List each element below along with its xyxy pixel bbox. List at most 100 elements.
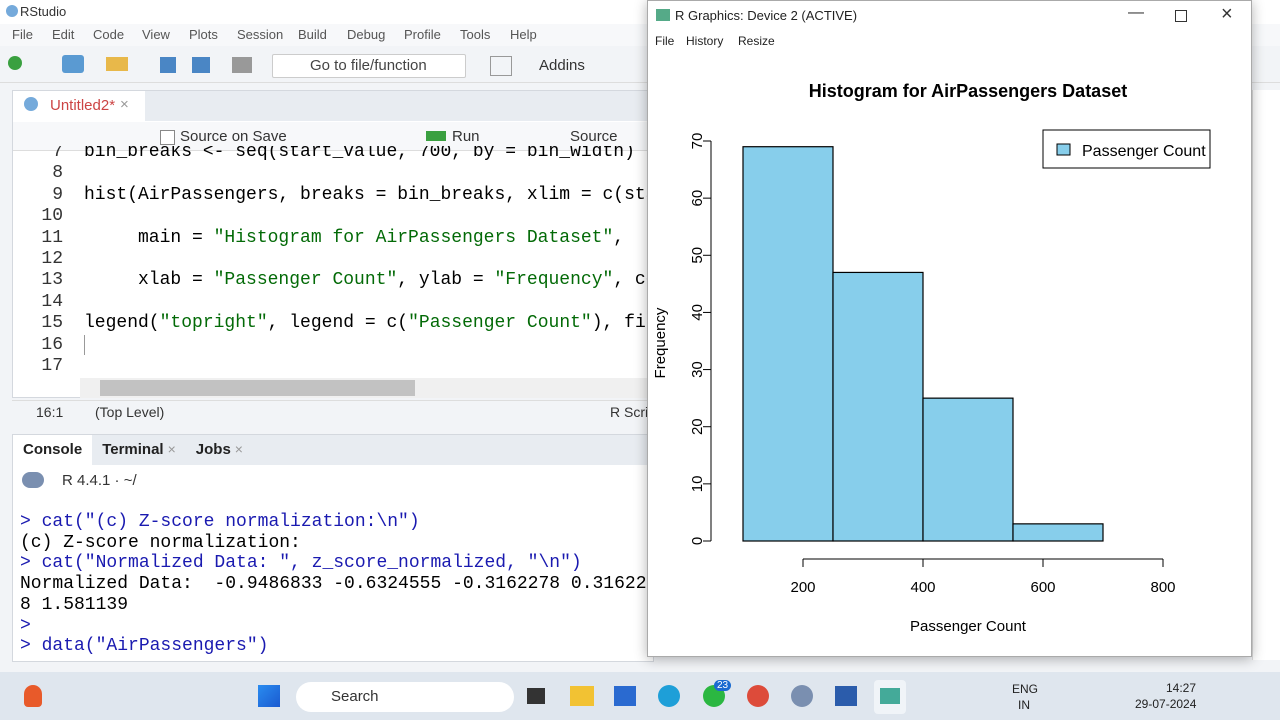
file-type[interactable]: R Scri [610,404,649,420]
language[interactable]: ENG [1012,682,1039,696]
console-tab[interactable]: Jobs × [186,435,253,465]
minimize-button[interactable]: — [1128,4,1144,21]
menu-item[interactable]: Plots [189,27,218,42]
console-tab[interactable]: Console [13,435,93,465]
menu-item[interactable]: Edit [52,27,75,42]
source-button[interactable]: Source [570,128,618,145]
edge-icon[interactable] [658,685,680,707]
tab-close[interactable]: × [120,96,129,113]
menu-item[interactable]: Help [510,27,537,42]
addins-button[interactable]: Addins [539,57,585,74]
notification-badge: 23 [714,680,732,691]
app-title: RStudio [20,4,67,19]
menu-item[interactable]: Profile [404,27,441,42]
line-number: 11 [41,227,63,248]
bar [922,397,1014,542]
y-tick-label: 50 [689,247,706,264]
code-string: "Passenger Count" [408,313,592,334]
taskview-icon[interactable] [527,688,545,704]
x-tick-label: 400 [910,579,935,596]
line-number: 13 [41,270,63,291]
menu-item[interactable]: Session [237,27,284,42]
x-tick-label: 800 [1150,579,1175,596]
r-logo [22,472,44,488]
legend-label: Passenger Count [1082,143,1206,160]
tab-close[interactable]: × [167,441,176,457]
goto-text: Go to file/function [310,57,427,74]
start-button[interactable] [258,685,280,707]
line-number: 12 [41,249,63,269]
y-tick-label: 60 [689,190,706,207]
console-tab-label[interactable]: Jobs [195,441,231,458]
tab-close[interactable]: × [234,441,243,457]
r-file-icon [24,97,38,111]
code-line: bin_breaks <- seq(start_value, 700, by =… [84,146,635,162]
console-line: (c) Z-score normalization: [20,532,301,553]
x-axis-label: Passenger Count [910,618,1027,635]
cursor [84,335,85,355]
y-tick-label: 70 [689,133,706,150]
bar [742,146,834,542]
scope[interactable]: (Top Level) [95,404,165,420]
console-tab-label[interactable]: Terminal [102,441,164,458]
goto-box[interactable] [272,54,466,78]
source-on-save-checkbox[interactable] [160,130,175,145]
console-tab[interactable]: Terminal × [92,435,186,465]
menu-item[interactable]: File [12,27,33,42]
code-line: hist(AirPassengers, breaks = bin_breaks,… [84,185,653,205]
region[interactable]: IN [1018,698,1030,712]
console-output: > cat("(c) Z-score normalization:\n") (c)… [20,512,650,660]
console-tab-label[interactable]: Console [23,441,83,458]
new-file-button[interactable] [8,56,22,70]
code-area: 7 bin_breaks <- seq(start_value, 700, by … [13,146,653,376]
line-number: 8 [52,163,63,184]
chart: Histogram for AirPassengers Dataset Passe… [652,81,1211,635]
close-button[interactable]: × [1221,3,1233,25]
r-version: R 4.4.1 · ~/ [62,472,137,489]
chrome-icon[interactable] [747,685,769,707]
console-line: 8 1.581139 [20,594,129,615]
window-icon [656,9,670,21]
taskbar-widget[interactable] [24,685,42,707]
maximize-button[interactable] [1175,10,1187,22]
menu-item[interactable]: Build [298,27,327,42]
code-string: "Histogram for AirPassengers Dataset" [213,227,614,248]
console-line: > [20,615,31,636]
h-scroll-thumb[interactable] [100,380,415,396]
store-icon[interactable] [614,686,636,706]
new-project-button[interactable] [62,55,84,73]
code-string: "topright" [159,313,268,334]
layout-button[interactable] [490,56,512,76]
window-title: R Graphics: Device 2 (ACTIVE) [675,8,858,23]
open-button[interactable] [106,57,128,71]
legend-swatch [1056,143,1071,156]
code-text: hist(AirPassengers, breaks = bin_breaks,… [84,184,653,205]
editor-tab-title[interactable]: Untitled2* [50,97,116,114]
run-button[interactable]: Run [452,128,480,145]
menu-item[interactable]: Tools [460,27,491,42]
save-button[interactable] [160,57,176,73]
legend-box [1042,129,1211,169]
graphics-menu-item[interactable]: File [655,34,675,48]
search-box[interactable] [296,682,514,712]
line-number: 9 [52,184,63,205]
graphics-menu-item[interactable]: History [686,34,724,48]
print-button[interactable] [232,57,252,73]
explorer-icon[interactable] [570,686,594,706]
word-icon[interactable] [835,686,857,706]
menu-item[interactable]: View [142,27,170,42]
code-line: main = "Histogram for AirPassengers Data… [84,228,624,248]
r-icon[interactable] [791,685,813,707]
code-text: main = [84,227,214,248]
code-line: xlab = "Passenger Count", ylab = "Freque… [84,270,653,290]
clock-date[interactable]: 29-07-2024 [1135,697,1197,711]
graphics-menu-item[interactable]: Resize [738,34,775,48]
menu-item[interactable]: Debug [347,27,386,42]
code-text: ), fil [591,313,653,334]
code-string: "Passenger Count" [213,270,398,291]
clock-time[interactable]: 14:27 [1166,681,1197,695]
save-all-button[interactable] [192,57,210,73]
menu-item[interactable]: Code [93,27,125,42]
code-text: legend( [84,313,160,334]
